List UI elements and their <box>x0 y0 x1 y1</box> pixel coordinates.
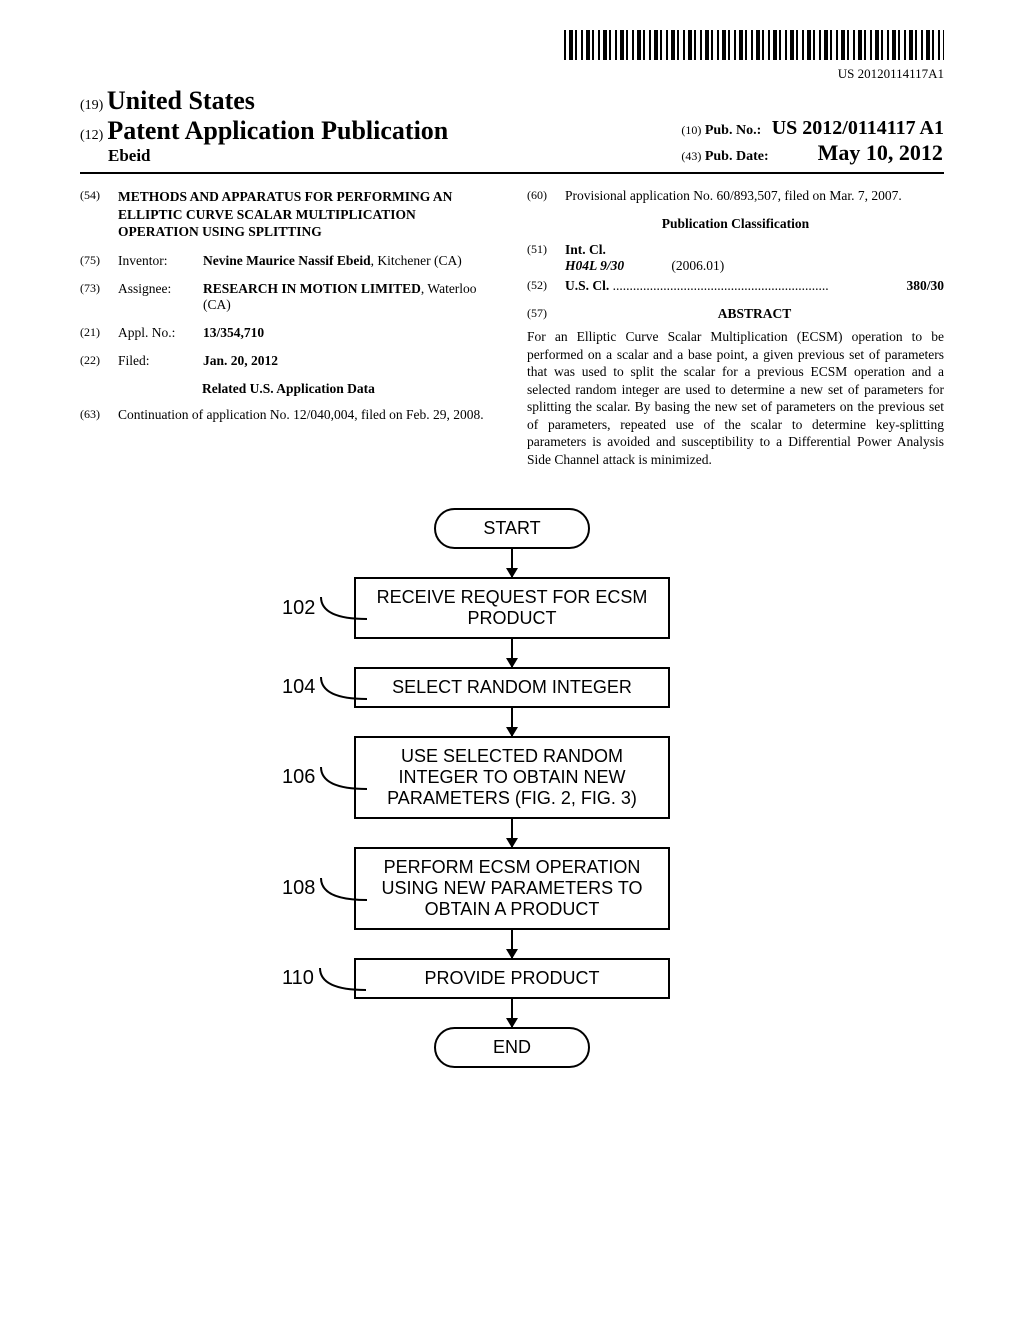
connector-icon <box>318 964 368 994</box>
flowchart-arrow <box>511 999 513 1027</box>
barcode-graphic <box>564 30 944 60</box>
f75-value: Nevine Maurice Nassif Ebeid, Kitchener (… <box>203 253 497 269</box>
f54-num: (54) <box>80 188 118 241</box>
provisional-text: Provisional application No. 60/893,507, … <box>565 188 944 204</box>
pub-no-value: US 2012/0114117 A1 <box>772 117 944 139</box>
item19-num: (19) <box>80 98 103 113</box>
f63-num: (63) <box>80 407 118 423</box>
connector-icon <box>319 763 369 793</box>
step-104: SELECT RANDOM INTEGER <box>354 667 670 708</box>
flowchart-arrow <box>511 930 513 958</box>
classification-heading: Publication Classification <box>527 216 944 232</box>
related-data-heading: Related U.S. Application Data <box>80 381 497 397</box>
item12-num: (12) <box>80 128 103 143</box>
abstract-text: For an Elliptic Curve Scalar Multiplicat… <box>527 328 944 468</box>
step-106: USE SELECTED RANDOM INTEGER TO OBTAIN NE… <box>354 736 670 819</box>
connector-icon <box>319 673 369 703</box>
f22-num: (22) <box>80 353 118 369</box>
dotted-leader: ........................................… <box>609 278 906 294</box>
application-number: 13/354,710 <box>203 325 497 341</box>
flowchart-arrow <box>511 819 513 847</box>
continuation-text: Continuation of application No. 12/040,0… <box>118 407 497 423</box>
country-name: United States <box>107 86 255 115</box>
left-column: (54) METHODS AND APPARATUS FOR PERFORMIN… <box>80 188 497 468</box>
filed-date: Jan. 20, 2012 <box>203 353 497 369</box>
f51-num: (51) <box>527 242 565 274</box>
pub-date-label: Pub. Date: <box>705 149 769 164</box>
f52-num: (52) <box>527 278 565 294</box>
invention-title: METHODS AND APPARATUS FOR PERFORMING AN … <box>118 188 497 241</box>
f73-value: RESEARCH IN MOTION LIMITED, Waterloo (CA… <box>203 281 497 313</box>
header-divider <box>80 172 944 174</box>
flowchart-end: END <box>434 1027 590 1068</box>
step-label-102: 102 <box>282 593 369 623</box>
barcode-region: US 20120114117A1 <box>80 30 944 82</box>
f57-num: (57) <box>527 306 565 322</box>
f21-num: (21) <box>80 325 118 341</box>
pub-date-value: May 10, 2012 <box>818 140 943 165</box>
item43-num: (43) <box>681 149 701 163</box>
flowchart-arrow <box>511 708 513 736</box>
int-cl-date: (2006.01) <box>671 258 724 273</box>
step-label-104: 104 <box>282 673 369 703</box>
flowchart-arrow <box>511 549 513 577</box>
step-label-110: 110 <box>282 964 368 994</box>
f73-label: Assignee: <box>118 281 203 313</box>
f22-label: Filed: <box>118 353 203 369</box>
flowchart-diagram: START 102 RECEIVE REQUEST FOR ECSM PRODU… <box>262 508 762 1068</box>
publication-type: Patent Application Publication <box>107 116 448 145</box>
int-cl-code: H04L 9/30 <box>565 258 624 273</box>
f75-label: Inventor: <box>118 253 203 269</box>
inventor-location: , Kitchener (CA) <box>371 253 462 268</box>
step-108: PERFORM ECSM OPERATION USING NEW PARAMET… <box>354 847 670 930</box>
f60-num: (60) <box>527 188 565 204</box>
abstract-heading: ABSTRACT <box>565 306 944 322</box>
right-column: (60) Provisional application No. 60/893,… <box>527 188 944 468</box>
inventor-full-name: Nevine Maurice Nassif Ebeid <box>203 253 371 268</box>
step-label-108: 108 <box>282 874 369 904</box>
step-label-106: 106 <box>282 763 369 793</box>
connector-icon <box>319 874 369 904</box>
inventor-surname: Ebeid <box>108 146 448 166</box>
f73-num: (73) <box>80 281 118 313</box>
step-110: PROVIDE PRODUCT <box>354 958 670 999</box>
assignee-name: RESEARCH IN MOTION LIMITED <box>203 281 421 296</box>
f21-label: Appl. No.: <box>118 325 203 341</box>
connector-icon <box>319 593 369 623</box>
us-cl-value: 380/30 <box>906 278 944 294</box>
item10-num: (10) <box>681 123 701 137</box>
int-cl-label: Int. Cl. <box>565 242 944 258</box>
flowchart-arrow <box>511 639 513 667</box>
country-line: (19) United States <box>80 86 944 116</box>
flowchart-start: START <box>434 508 590 549</box>
f75-num: (75) <box>80 253 118 269</box>
step-102: RECEIVE REQUEST FOR ECSM PRODUCT <box>354 577 670 639</box>
us-cl-label: U.S. Cl. <box>565 278 609 294</box>
pub-no-label: Pub. No.: <box>705 123 761 138</box>
barcode-number: US 20120114117A1 <box>80 66 944 82</box>
